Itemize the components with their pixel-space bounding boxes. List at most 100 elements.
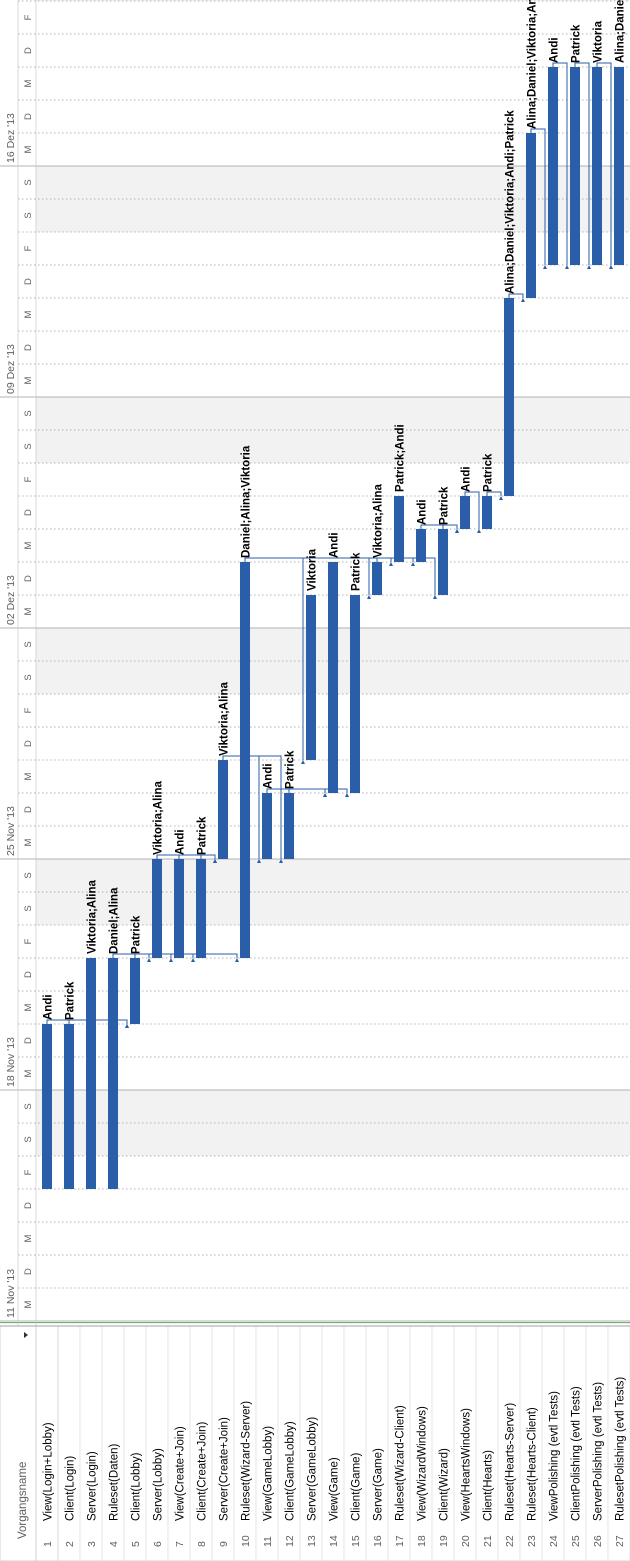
table-row[interactable]: 19 Client(Wizard) xyxy=(438,1326,455,1561)
task-name[interactable]: View(Create+Join) xyxy=(175,1426,187,1521)
task-bar[interactable] xyxy=(614,67,624,265)
table-row[interactable]: 25 ClientPolishing (evtl Tests) xyxy=(570,1326,587,1561)
table-row[interactable]: 13 Server(GameLobby) xyxy=(306,1326,323,1561)
table-row[interactable]: 6 Server(Lobby) xyxy=(152,1326,169,1561)
table-row[interactable]: 16 Server(Game) xyxy=(372,1326,389,1561)
task-name[interactable]: Client(Lobby) xyxy=(131,1452,143,1521)
table-row[interactable]: 7 View(Create+Join) xyxy=(174,1326,191,1561)
task-name[interactable]: View(Login+Lobby) xyxy=(43,1422,55,1521)
day-label: M xyxy=(23,772,34,780)
table-row[interactable]: 5 Client(Lobby) xyxy=(130,1326,147,1561)
task-bar[interactable] xyxy=(438,529,448,595)
table-row[interactable]: 11 View(GameLobby) xyxy=(262,1326,279,1561)
table-row[interactable]: 1 View(Login+Lobby) xyxy=(42,1326,59,1561)
task-bar[interactable] xyxy=(284,793,294,859)
task-name[interactable]: Client(GameLobby) xyxy=(285,1421,297,1521)
link-arrowhead xyxy=(125,1024,129,1028)
table-row[interactable]: 12 Client(GameLobby) xyxy=(284,1326,301,1561)
table-row[interactable]: 23 Ruleset(Hearts-Client) xyxy=(526,1326,543,1561)
task-name[interactable]: Server(GameLobby) xyxy=(307,1417,319,1521)
table-rows: 1 View(Login+Lobby) 2 Client(Login) 3 Server(… xyxy=(42,1326,630,1561)
table-row[interactable]: 10 Ruleset(Wizard-Server) xyxy=(240,1326,257,1561)
table-row[interactable]: 27 RulesetPolishing (evtl Tests) xyxy=(614,1326,630,1561)
table-row[interactable]: 3 Server(Login) xyxy=(86,1326,103,1561)
task-bar[interactable] xyxy=(416,529,426,562)
task-name[interactable]: Client(Create+Join) xyxy=(197,1421,209,1521)
table-row[interactable]: 9 Server(Create+Join) xyxy=(218,1326,235,1561)
table-row[interactable]: 14 View(Game) xyxy=(328,1326,345,1561)
task-bar[interactable] xyxy=(460,496,470,529)
task-bar[interactable] xyxy=(306,595,316,760)
task-name[interactable]: ViewPolishing (evtl Tests) xyxy=(549,1391,561,1521)
task-name[interactable]: Ruleset(Wizard-Server) xyxy=(241,1401,253,1521)
task-name[interactable]: Server(Create+Join) xyxy=(219,1417,231,1521)
task-bar[interactable] xyxy=(504,298,514,496)
task-bar[interactable] xyxy=(592,67,602,265)
resource-label: Patrick xyxy=(571,24,583,63)
task-bar[interactable] xyxy=(350,595,360,793)
table-row[interactable]: 15 Client(Game) xyxy=(350,1326,367,1561)
task-name[interactable]: Server(Login) xyxy=(87,1451,99,1521)
resource-labels: Andi Patrick Viktoria;Alina Daniel;Alina Pat… xyxy=(43,0,627,1020)
row-id: 21 xyxy=(482,1535,494,1547)
task-name[interactable]: View(WizardWindows) xyxy=(417,1406,429,1521)
task-name[interactable]: ClientPolishing (evtl Tests) xyxy=(571,1386,583,1521)
task-bar[interactable] xyxy=(372,562,382,595)
task-name[interactable]: ServerPolishing (evtl Tests) xyxy=(593,1382,605,1521)
table-row[interactable]: 17 Ruleset(Wizard-Client) xyxy=(394,1326,411,1561)
task-bar[interactable] xyxy=(130,958,140,1024)
row-id: 24 xyxy=(548,1535,560,1547)
task-name[interactable]: Ruleset(Hearts-Client) xyxy=(527,1407,539,1521)
table-row[interactable]: 22 Ruleset(Hearts-Server) xyxy=(504,1326,521,1561)
task-name[interactable]: Server(Lobby) xyxy=(153,1448,165,1521)
task-bar[interactable] xyxy=(526,133,536,298)
task-name[interactable]: Ruleset(Daten) xyxy=(109,1443,121,1521)
resource-label: Patrick xyxy=(65,981,77,1020)
task-name[interactable]: View(Game) xyxy=(329,1457,341,1521)
task-bar[interactable] xyxy=(394,496,404,562)
task-bar[interactable] xyxy=(174,859,184,958)
task-name[interactable]: RulesetPolishing (evtl Tests) xyxy=(615,1377,627,1521)
table-row[interactable]: 2 Client(Login) xyxy=(64,1326,81,1561)
task-name[interactable]: Client(Hearts) xyxy=(483,1450,495,1521)
task-name[interactable]: Ruleset(Wizard-Client) xyxy=(395,1405,407,1521)
table-row[interactable]: 21 Client(Hearts) xyxy=(482,1326,499,1561)
chevron-down-icon[interactable] xyxy=(24,1332,28,1338)
task-name[interactable]: Client(Login) xyxy=(65,1456,77,1521)
task-bar[interactable] xyxy=(262,793,272,859)
row-id: 14 xyxy=(328,1535,340,1547)
dependency-link xyxy=(530,128,546,265)
task-name[interactable]: Client(Wizard) xyxy=(439,1448,451,1521)
task-name[interactable]: Client(Game) xyxy=(351,1452,363,1521)
task-bar[interactable] xyxy=(196,859,206,958)
resource-label: Patrick xyxy=(197,816,209,855)
task-bar[interactable] xyxy=(482,496,492,529)
weekend-band xyxy=(36,397,630,463)
day-label: D xyxy=(23,509,34,516)
table-row[interactable]: 24 ViewPolishing (evtl Tests) xyxy=(548,1326,565,1561)
task-bar[interactable] xyxy=(152,859,162,958)
row-id: 6 xyxy=(152,1541,164,1547)
table-row[interactable]: 26 ServerPolishing (evtl Tests) xyxy=(592,1326,609,1561)
table-row[interactable]: 18 View(WizardWindows) xyxy=(416,1326,433,1561)
task-bar[interactable] xyxy=(108,958,118,1189)
task-bar[interactable] xyxy=(218,760,228,859)
task-bar[interactable] xyxy=(328,562,338,793)
task-name[interactable]: Server(Game) xyxy=(373,1448,385,1521)
task-bar[interactable] xyxy=(64,1024,74,1189)
day-label: D xyxy=(23,740,34,747)
task-bar[interactable] xyxy=(570,67,580,265)
day-label: M xyxy=(23,1069,34,1077)
link-arrowhead xyxy=(345,793,349,797)
task-bar[interactable] xyxy=(42,1024,52,1189)
task-bar[interactable] xyxy=(86,958,96,1189)
weekend-shading xyxy=(36,0,630,1156)
table-row[interactable]: 8 Client(Create+Join) xyxy=(196,1326,213,1561)
table-row[interactable]: 4 Ruleset(Daten) xyxy=(108,1326,125,1561)
task-bar[interactable] xyxy=(548,67,558,265)
task-name[interactable]: Ruleset(Hearts-Server) xyxy=(505,1403,517,1521)
task-name[interactable]: View(HeartsWindows) xyxy=(461,1408,473,1521)
task-bar[interactable] xyxy=(240,562,250,958)
table-row[interactable]: 20 View(HeartsWindows) xyxy=(460,1326,477,1561)
task-name[interactable]: View(GameLobby) xyxy=(263,1426,275,1521)
